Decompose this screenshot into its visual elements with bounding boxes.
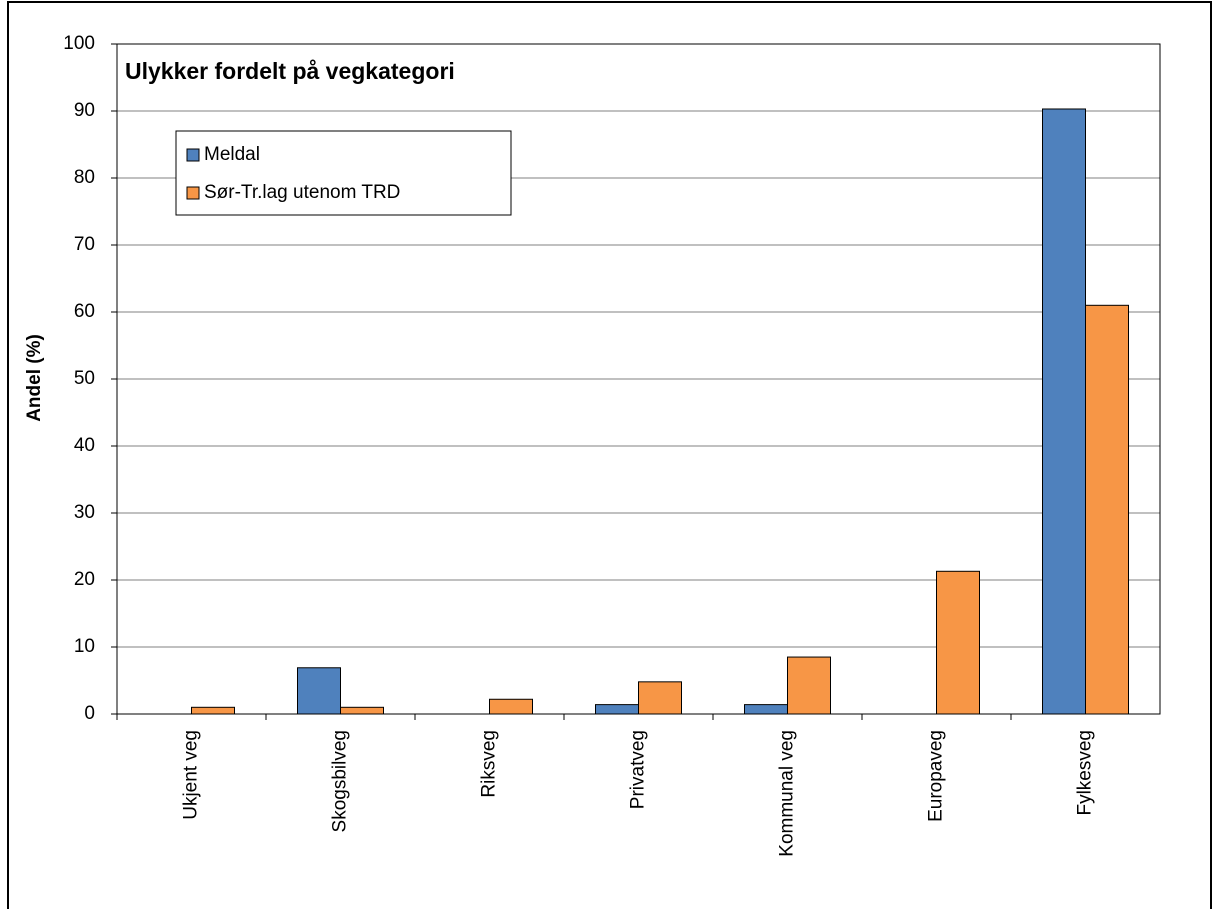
y-tick-label: 40 [74,435,95,456]
bar [297,667,341,715]
x-tick-label: Riksveg [479,730,500,798]
y-tick-label: 90 [74,100,95,121]
bar [489,698,533,715]
y-tick-label: 100 [63,33,95,54]
x-tick-label: Europaveg [926,730,947,822]
y-tick-label: 50 [74,368,95,389]
x-tick-label: Ukjent veg [181,730,202,820]
bar [936,570,980,715]
y-tick-label: 20 [74,569,95,590]
bar [340,706,384,715]
y-axis-label: Andel (%) [24,334,45,422]
y-tick-label: 0 [84,703,95,724]
bar [787,656,831,715]
bar [744,704,788,715]
bar [1085,304,1129,715]
x-tick-label: Kommunal veg [777,730,798,857]
y-tick-label: 80 [74,167,95,188]
x-tick-label: Privatveg [628,730,649,809]
y-tick-label: 70 [74,234,95,255]
plot-border [116,43,1161,715]
bar [595,704,639,715]
x-tick-label: Fylkesveg [1075,730,1096,816]
legend-label: Sør-Tr.lag utenom TRD [204,182,400,203]
y-tick-label: 30 [74,502,95,523]
x-tick-label: Skogsbilveg [330,730,351,832]
legend-box [175,130,512,216]
legend-swatch [186,186,200,200]
bar [191,706,235,715]
legend-label: Meldal [204,144,260,165]
chart-title: Ulykker fordelt på vegkategori [125,58,455,84]
y-tick-label: 10 [74,636,95,657]
bar [1042,108,1086,715]
bar [638,681,682,715]
legend-swatch [186,148,200,162]
y-tick-label: 60 [74,301,95,322]
